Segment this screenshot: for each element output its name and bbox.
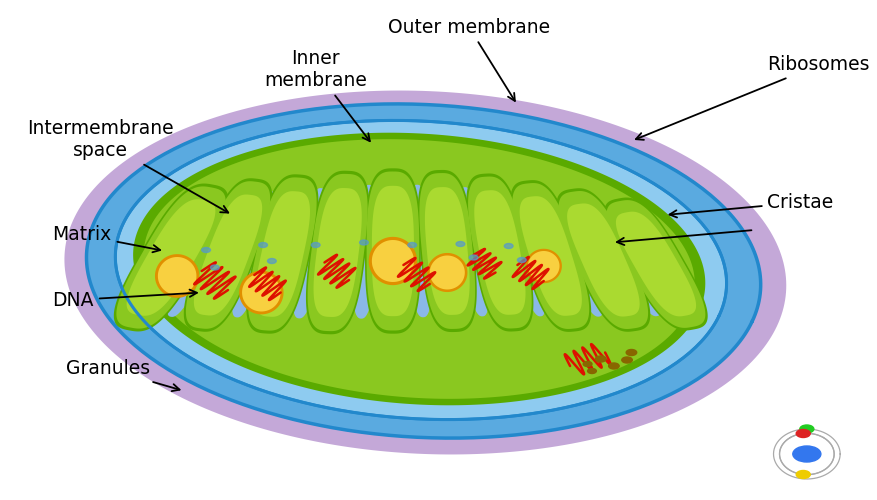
Text: Intermembrane
space: Intermembrane space	[27, 120, 228, 212]
Circle shape	[311, 242, 320, 248]
Polygon shape	[232, 192, 278, 318]
Polygon shape	[505, 192, 545, 316]
Circle shape	[793, 446, 821, 462]
Polygon shape	[525, 249, 562, 283]
Polygon shape	[314, 188, 361, 317]
Polygon shape	[155, 254, 199, 298]
Polygon shape	[372, 186, 414, 316]
Polygon shape	[604, 198, 708, 330]
Polygon shape	[64, 90, 787, 454]
Polygon shape	[293, 188, 327, 318]
Polygon shape	[512, 183, 589, 329]
Polygon shape	[308, 174, 367, 331]
Polygon shape	[168, 196, 232, 317]
Text: Ribosomes: Ribosomes	[636, 56, 870, 140]
Polygon shape	[468, 176, 531, 328]
Polygon shape	[87, 104, 760, 438]
Polygon shape	[186, 181, 270, 329]
Polygon shape	[616, 212, 696, 316]
Circle shape	[796, 470, 810, 478]
Polygon shape	[117, 186, 225, 328]
Polygon shape	[114, 184, 228, 332]
Polygon shape	[368, 237, 417, 285]
Polygon shape	[242, 274, 281, 312]
Circle shape	[796, 430, 810, 438]
Polygon shape	[239, 270, 283, 314]
Polygon shape	[184, 178, 272, 332]
Polygon shape	[424, 187, 470, 315]
Polygon shape	[552, 200, 602, 316]
Circle shape	[360, 240, 368, 245]
Text: Inner
membrane: Inner membrane	[264, 50, 370, 141]
Polygon shape	[430, 256, 465, 290]
Text: Granules: Granules	[66, 360, 180, 391]
Polygon shape	[520, 196, 581, 316]
Polygon shape	[510, 180, 591, 332]
Polygon shape	[474, 190, 525, 315]
Circle shape	[517, 258, 526, 262]
Polygon shape	[427, 253, 467, 292]
Circle shape	[800, 425, 814, 433]
Circle shape	[259, 242, 267, 248]
Polygon shape	[556, 188, 651, 332]
Polygon shape	[306, 170, 369, 334]
Polygon shape	[144, 139, 695, 399]
Polygon shape	[419, 173, 475, 329]
Circle shape	[469, 255, 478, 260]
Polygon shape	[599, 208, 660, 316]
Polygon shape	[559, 191, 648, 329]
Polygon shape	[158, 257, 196, 295]
Polygon shape	[353, 185, 378, 318]
Text: Outer membrane: Outer membrane	[389, 18, 550, 101]
Polygon shape	[408, 184, 432, 318]
Polygon shape	[126, 199, 216, 316]
Polygon shape	[417, 170, 477, 332]
Circle shape	[588, 368, 596, 374]
Polygon shape	[248, 178, 317, 330]
Polygon shape	[194, 194, 262, 316]
Circle shape	[202, 248, 210, 252]
Polygon shape	[459, 187, 488, 316]
Polygon shape	[246, 174, 318, 334]
Polygon shape	[467, 174, 533, 332]
Circle shape	[210, 265, 219, 270]
Polygon shape	[116, 120, 726, 420]
Circle shape	[609, 363, 619, 369]
Circle shape	[267, 258, 276, 264]
Polygon shape	[528, 251, 560, 281]
Circle shape	[626, 350, 637, 356]
Text: Matrix: Matrix	[53, 226, 160, 252]
Circle shape	[504, 244, 513, 248]
Polygon shape	[365, 168, 421, 334]
Text: Cristae: Cristae	[669, 193, 834, 218]
Circle shape	[408, 242, 417, 248]
Polygon shape	[367, 172, 419, 330]
Circle shape	[456, 242, 465, 246]
Polygon shape	[567, 204, 639, 316]
Polygon shape	[607, 200, 705, 328]
Polygon shape	[372, 240, 414, 282]
Text: DNA: DNA	[53, 290, 197, 310]
Polygon shape	[255, 191, 310, 317]
Circle shape	[622, 357, 632, 363]
Circle shape	[595, 356, 606, 362]
Circle shape	[583, 362, 592, 366]
Polygon shape	[133, 132, 705, 406]
